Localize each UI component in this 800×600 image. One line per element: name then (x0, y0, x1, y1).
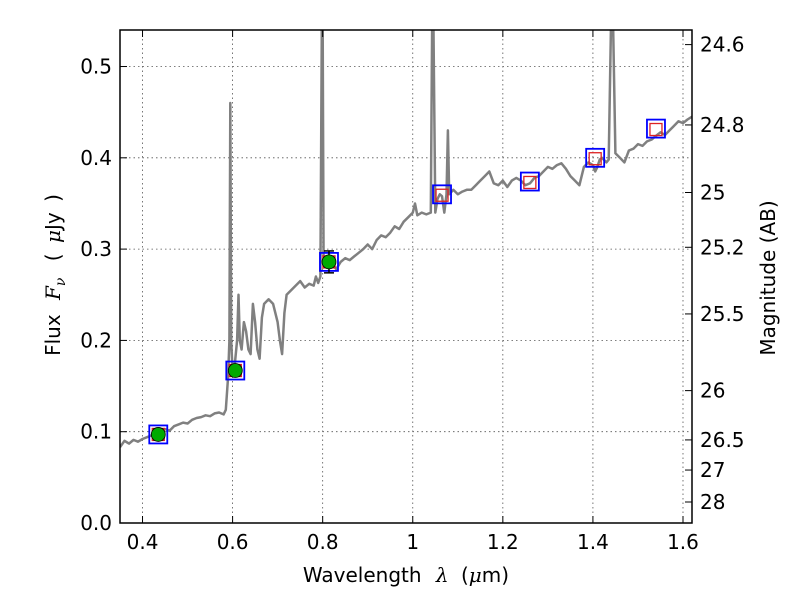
observed-flux-point (321, 254, 337, 270)
band-flux-box (432, 184, 452, 205)
x-axis-label-unit-mu: μ (469, 563, 482, 587)
y2-tick-label: 26 (700, 379, 725, 403)
y-axis-label-unit-mu: μ (41, 230, 65, 243)
y-axis-label-symbol: F (41, 285, 65, 301)
x-tick-label: 1 (406, 530, 419, 554)
band-flux-box (585, 147, 606, 168)
y-axis-label-subscript: ν (53, 277, 69, 286)
band-flux-box (519, 171, 540, 192)
model-flux-marker (523, 175, 537, 190)
y-tick-label: 0.3 (80, 237, 112, 261)
y2-axis-label: Magnitude (AB) (756, 200, 780, 355)
x-axis-label-unit-rest: m) (482, 563, 509, 587)
spectrum-layer (120, 30, 692, 448)
grid (120, 30, 692, 524)
plot-frame (119, 29, 693, 524)
x-tick-label: 1.2 (487, 530, 519, 554)
y2-tick-label: 25.2 (700, 235, 745, 259)
y-axis-label-unit-open: ( (41, 253, 65, 261)
y2-tick-label: 28 (700, 490, 725, 514)
x-axis-label-symbol: λ (435, 563, 449, 587)
x-tick-label: 0.4 (127, 530, 159, 554)
y-axis-label-unit-rest: Jy (41, 212, 65, 232)
model-flux-marker (649, 122, 663, 137)
photometry-points (148, 118, 666, 445)
observed-flux-point (227, 363, 243, 378)
spectrum-line (120, 30, 692, 448)
y-tick-label: 0.2 (80, 328, 112, 352)
x-axis-label-unit-open: ( (461, 563, 469, 587)
y-tick-label: 0.5 (80, 55, 112, 79)
y-tick-label: 0.1 (80, 420, 112, 444)
x-tick-label: 1.4 (577, 530, 609, 554)
x-tick-label: 1.6 (667, 530, 699, 554)
model-flux-marker (435, 188, 449, 202)
y2-tick-label: 27 (700, 458, 725, 482)
y-tick-label: 0.0 (80, 511, 112, 535)
x-tick-label: 0.8 (307, 530, 339, 554)
model-flux-marker (588, 152, 602, 166)
observed-flux-point (150, 427, 166, 442)
y2-tick-label: 26.5 (700, 428, 745, 452)
y-axis-label-unit-close: ) (41, 194, 65, 202)
x-tick-label: 0.6 (217, 530, 249, 554)
y-axis-label-prefix: Flux (41, 314, 65, 356)
band-flux-box (148, 424, 169, 445)
y-axis-label: Flux Fν ( μJy ) (41, 194, 70, 356)
band-flux-box (225, 360, 246, 381)
band-flux-box (646, 118, 666, 139)
y-tick-label: 0.4 (80, 146, 112, 170)
ticks: 0.4 0.6 0.8 1 1.2 1.4 1.6 0.0 0.1 0.2 0.3 0.4 0.5 24.… (80, 30, 745, 554)
y2-tick-label: 25.5 (700, 302, 745, 326)
x-axis-label-prefix: Wavelength (303, 563, 422, 587)
y2-tick-label: 24.8 (700, 113, 745, 137)
y2-tick-label: 25 (700, 181, 725, 205)
x-axis-label: Wavelength λ (μm) (303, 563, 509, 587)
y2-tick-label: 24.6 (700, 33, 745, 57)
